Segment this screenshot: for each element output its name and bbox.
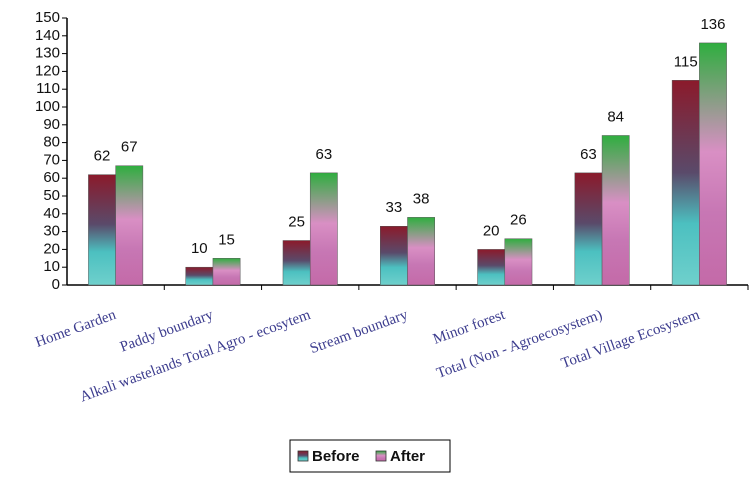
legend-label: Before — [312, 448, 360, 465]
data-label: 84 — [607, 108, 624, 125]
data-label: 25 — [288, 213, 305, 230]
legend: Before After — [289, 439, 451, 473]
bar — [477, 249, 506, 286]
bar — [699, 42, 727, 286]
y-tick-label: 10 — [43, 258, 60, 275]
y-tick-label: 120 — [35, 62, 60, 79]
y-tick-label: 80 — [43, 134, 60, 151]
x-tick-label: Total (Non - Agroecosystem) — [435, 307, 605, 382]
y-tick-label: 140 — [35, 27, 60, 44]
data-label: 63 — [580, 146, 597, 163]
bar — [88, 174, 116, 286]
data-label: 63 — [315, 146, 332, 163]
data-label: 38 — [413, 190, 430, 207]
bar — [309, 172, 338, 286]
data-label: 26 — [510, 212, 527, 229]
legend-marker — [297, 450, 309, 462]
bar — [185, 266, 214, 286]
y-tick-label: 70 — [43, 151, 60, 168]
bar — [212, 258, 241, 286]
y-tick-label: 60 — [43, 169, 60, 186]
bar — [282, 240, 311, 286]
data-label: 15 — [218, 231, 235, 248]
data-label: 67 — [121, 139, 138, 156]
y-tick-label: 150 — [35, 9, 60, 26]
y-tick-label: 40 — [43, 205, 60, 222]
legend-box — [289, 439, 451, 473]
data-label: 62 — [94, 148, 111, 165]
bar — [380, 226, 408, 286]
y-tick-label: 100 — [35, 98, 60, 115]
legend-label: After — [390, 448, 425, 465]
data-label: 10 — [191, 240, 208, 257]
x-tick-label: Minor forest — [431, 307, 508, 348]
data-label: 115 — [674, 53, 698, 70]
bar — [671, 80, 700, 286]
y-tick-label: 90 — [43, 116, 60, 133]
y-tick-label: 0 — [52, 276, 60, 293]
bar — [574, 172, 603, 286]
bar — [504, 238, 533, 286]
y-tick-label: 130 — [35, 45, 60, 62]
x-tick-label: Stream boundary — [308, 307, 411, 357]
data-label: 136 — [700, 16, 725, 33]
legend-marker — [375, 450, 387, 462]
data-label: 33 — [386, 199, 403, 216]
bar — [407, 217, 435, 286]
x-tick-label: Home Garden — [33, 307, 118, 351]
y-tick-label: 50 — [43, 187, 60, 204]
bar — [115, 165, 144, 286]
y-tick-label: 110 — [36, 80, 60, 97]
data-label: 20 — [483, 222, 500, 239]
y-tick-label: 20 — [43, 240, 60, 257]
y-tick-label: 30 — [43, 223, 60, 240]
bar — [601, 135, 630, 286]
